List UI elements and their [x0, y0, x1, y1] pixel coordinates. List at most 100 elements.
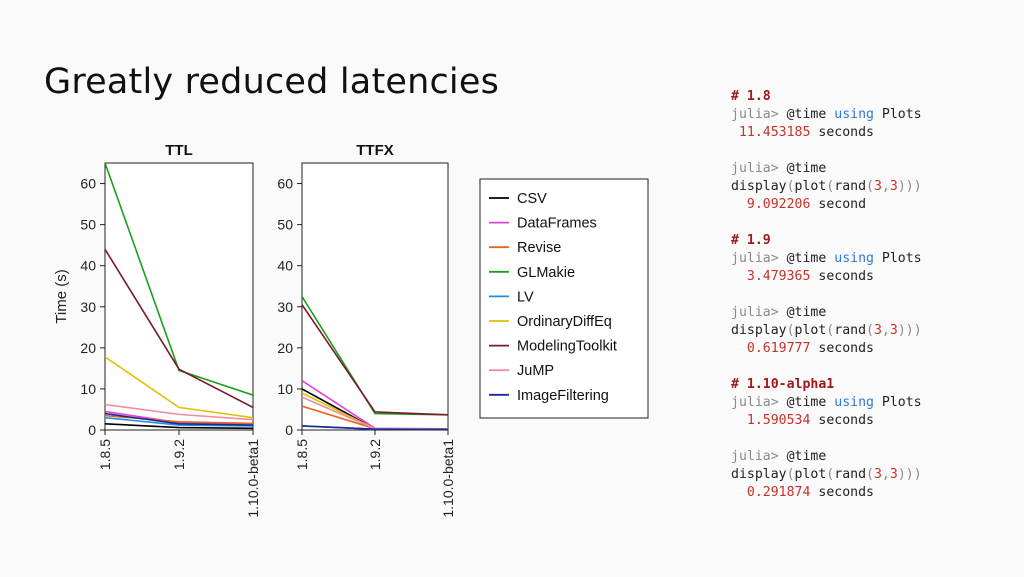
y-tick-label: 20: [80, 340, 96, 356]
series-line-glmakie: [105, 163, 253, 396]
code-block-1-9-using: # 1.9 julia> @time using Plots 3.479365 s…: [731, 232, 922, 286]
chart-ttl: TTL 0 10 20 30 40 50 60 1.8.5 1.9.2 1.10.0-beta1 Ti…: [53, 142, 261, 518]
slide-title: Greatly reduced latencies: [44, 62, 500, 102]
legend: CSV DataFrames Revise GLMakie LV OrdinaryDiff…: [479, 178, 649, 419]
legend-label-revise: Revise: [517, 240, 561, 256]
code-call: plot: [794, 179, 827, 194]
legend-label-imagefiltering: ImageFiltering: [517, 388, 609, 404]
code-time-value: 11.453185: [738, 125, 811, 140]
series-line-modelingtoolkit: [105, 248, 253, 409]
code-block-1-10-using: # 1.10-alpha1 julia> @time using Plots 1.…: [731, 376, 922, 430]
code-call: display: [731, 323, 787, 338]
legend-label-jump: JuMP: [517, 363, 554, 379]
code-time-value: 0.619777: [746, 341, 811, 356]
code-time-unit: seconds: [818, 125, 874, 140]
y-tick-label: 40: [80, 258, 96, 274]
code-time-value: 9.092206: [746, 197, 811, 212]
y-tick-label: 10: [277, 381, 293, 397]
legend-label-modelingtoolkit: ModelingToolkit: [517, 339, 617, 355]
y-tick-label: 60: [80, 176, 96, 192]
code-macro: @time: [786, 161, 827, 176]
x-tick-label: 1.8.5: [294, 439, 310, 470]
code-prompt: julia>: [731, 449, 779, 464]
plot-frame: [104, 162, 254, 431]
plot-frame: [301, 162, 449, 431]
code-block-1-8-display: julia> @time display(plot(rand(3,3))) 9.0…: [731, 161, 922, 212]
chart-ttfx: TTFX 0 10 20 30 40 50 60 1.8.5 1.9.2 1.10.0-beta1: [277, 142, 456, 518]
y-tick-label: 60: [277, 176, 293, 192]
code-arg: 3: [889, 323, 898, 338]
code-macro: @time: [786, 107, 827, 122]
y-tick-label: 0: [285, 422, 293, 438]
code-time-value: 3.479365: [746, 269, 811, 284]
y-tick-label: 50: [80, 217, 96, 233]
legend-label-ordinarydiffeq: OrdinaryDiffEq: [517, 314, 612, 330]
code-arg: 3: [889, 467, 898, 482]
y-tick-label: 0: [88, 422, 96, 438]
code-time-unit: seconds: [818, 485, 874, 500]
code-arg: 3: [873, 467, 882, 482]
code-package: Plots: [881, 251, 922, 266]
legend-label-glmakie: GLMakie: [517, 265, 575, 281]
x-tick-label: 1.10.0-beta1: [440, 439, 456, 518]
code-prompt: julia>: [731, 251, 779, 266]
code-time-unit: seconds: [818, 341, 874, 356]
code-macro: @time: [786, 251, 827, 266]
x-tick-label: 1.9.2: [171, 439, 187, 470]
code-comment: # 1.8: [731, 89, 771, 104]
code-macro: @time: [786, 305, 827, 320]
y-axis-label: Time (s): [53, 269, 70, 323]
y-tick-label: 10: [80, 381, 96, 397]
code-time-value: 0.291874: [746, 485, 811, 500]
series-group: [302, 296, 448, 430]
y-tick-label: 50: [277, 217, 293, 233]
code-package: Plots: [881, 395, 922, 410]
code-macro: @time: [786, 449, 827, 464]
series-group: [105, 163, 253, 430]
code-time-value: 1.590534: [746, 413, 811, 428]
code-time-unit: seconds: [818, 269, 874, 284]
code-prompt: julia>: [731, 107, 779, 122]
code-arg: 3: [873, 323, 882, 338]
code-comment: # 1.10-alpha1: [731, 377, 835, 392]
series-line-lv: [105, 416, 253, 427]
code-time-unit: second: [818, 197, 867, 212]
chart-title: TTL: [165, 142, 193, 159]
x-tick-label: 1.9.2: [367, 439, 383, 470]
code-block-1-10-display: julia> @time display(plot(rand(3,3))) 0.2…: [731, 449, 922, 500]
code-prompt: julia>: [731, 395, 779, 410]
code-call: display: [731, 179, 787, 194]
code-block-1-9-display: julia> @time display(plot(rand(3,3))) 0.6…: [731, 305, 922, 356]
code-call: plot: [794, 467, 827, 482]
legend-label-dataframes: DataFrames: [517, 216, 597, 232]
code-macro: @time: [786, 395, 827, 410]
code-block-1-8-using: # 1.8 julia> @time using Plots 11.453185 …: [731, 88, 922, 142]
y-tick-label: 30: [277, 299, 293, 315]
code-call: plot: [794, 323, 827, 338]
code-call: display: [731, 467, 787, 482]
code-call: rand: [834, 179, 867, 194]
chart-title: TTFX: [356, 142, 394, 159]
y-tick-label: 40: [277, 258, 293, 274]
code-keyword: using: [834, 107, 874, 122]
legend-label-csv: CSV: [517, 191, 547, 207]
code-panel: # 1.8 julia> @time using Plots 11.453185 …: [731, 88, 922, 520]
x-tick-label: 1.8.5: [97, 439, 113, 470]
series-line-modelingtoolkit: [302, 304, 448, 416]
code-prompt: julia>: [731, 305, 779, 320]
code-prompt: julia>: [731, 161, 779, 176]
series-line-imagefiltering: [105, 412, 253, 426]
legend-box: [479, 178, 649, 419]
code-keyword: using: [834, 395, 874, 410]
x-tick-label: 1.10.0-beta1: [245, 439, 261, 518]
code-package: Plots: [881, 107, 922, 122]
series-line-jump: [105, 403, 253, 421]
code-time-unit: seconds: [818, 413, 874, 428]
code-arg: 3: [889, 179, 898, 194]
legend-label-lv: LV: [517, 289, 534, 305]
series-line-csv: [105, 423, 253, 430]
code-call: rand: [834, 467, 867, 482]
code-keyword: using: [834, 251, 874, 266]
code-comment: # 1.9: [731, 233, 771, 248]
